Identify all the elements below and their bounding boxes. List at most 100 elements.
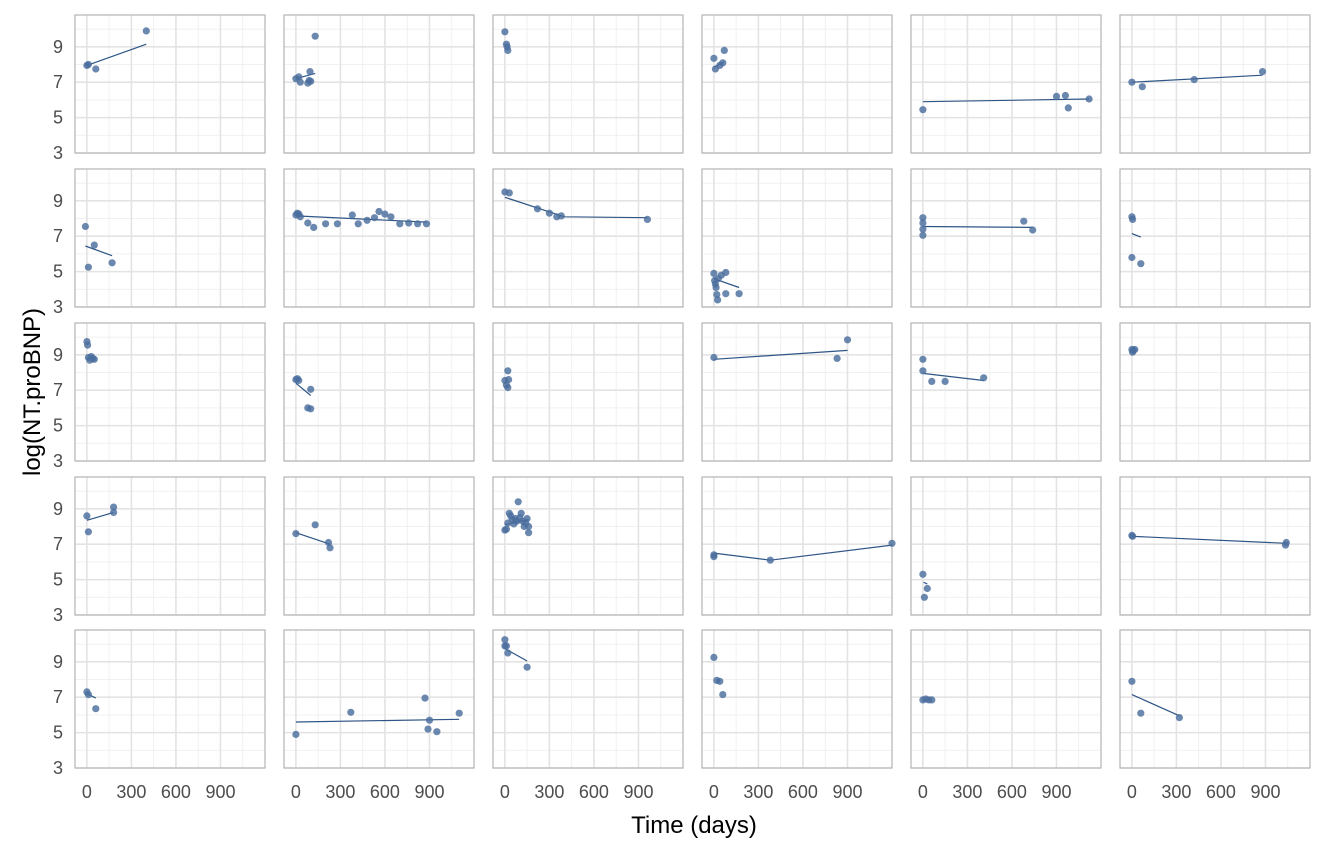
facet-panel — [492, 476, 684, 616]
data-point — [84, 60, 92, 69]
data-point — [375, 207, 383, 216]
facet-panel — [910, 168, 1102, 308]
facet-panel — [701, 322, 893, 462]
data-point — [108, 259, 116, 267]
panel-border — [492, 476, 684, 616]
data-point — [310, 223, 318, 231]
data-point — [84, 691, 92, 699]
data-point — [1129, 215, 1137, 223]
facet-panel — [701, 14, 893, 154]
data-point — [1175, 714, 1183, 722]
data-point — [843, 336, 852, 344]
data-point — [1128, 677, 1136, 685]
facet-panel — [74, 322, 266, 462]
panel-background — [74, 629, 266, 769]
data-point — [919, 355, 927, 363]
panel-border — [283, 322, 475, 462]
data-point — [296, 213, 304, 221]
x-tick-label: 300 — [743, 782, 773, 802]
data-point — [980, 374, 988, 382]
data-point — [504, 649, 512, 657]
x-tick-label: 300 — [952, 782, 982, 802]
panel-background — [910, 14, 1102, 154]
panel-border — [74, 14, 266, 154]
y-tick-label: 5 — [53, 416, 63, 436]
facet-panel — [910, 629, 1102, 769]
panel-border — [492, 168, 684, 308]
panel-background — [701, 476, 893, 616]
y-tick-label: 3 — [53, 297, 63, 317]
data-point — [501, 636, 509, 644]
x-tick-label: 300 — [534, 782, 564, 802]
panel-border — [1119, 476, 1311, 616]
fit-line — [295, 532, 331, 545]
panel-border — [701, 322, 893, 462]
data-point — [1085, 95, 1093, 103]
panel-background — [492, 168, 684, 308]
y-tick-label: 5 — [53, 723, 63, 743]
data-point — [710, 269, 718, 277]
x-tick-label: 0 — [918, 782, 928, 802]
data-point — [370, 214, 379, 222]
data-point — [307, 77, 315, 85]
fit-line — [713, 349, 848, 360]
facet-panel — [1119, 322, 1311, 462]
fit-line — [922, 98, 1090, 103]
data-point — [292, 530, 300, 538]
data-point — [295, 376, 303, 385]
data-point — [425, 716, 434, 724]
data-point — [84, 263, 92, 271]
data-point — [1128, 78, 1136, 86]
x-tick-label: 600 — [788, 782, 818, 802]
panel-background — [910, 476, 1102, 616]
x-tick-label: 0 — [709, 782, 719, 802]
panel-background — [1119, 322, 1311, 462]
y-tick-label: 9 — [53, 652, 63, 672]
panel-border — [283, 629, 475, 769]
panel-border — [910, 14, 1102, 154]
y-tick-label: 9 — [53, 191, 63, 211]
facet-panel — [1119, 629, 1311, 769]
data-point — [381, 210, 389, 218]
panel-border — [701, 168, 893, 308]
facet-panel — [74, 168, 266, 308]
facet-panel — [492, 322, 684, 462]
panel-border — [283, 168, 475, 308]
y-tick-label: 7 — [53, 687, 63, 707]
data-point — [1129, 532, 1137, 540]
facet-panel — [910, 14, 1102, 154]
data-point — [919, 225, 927, 233]
panel-border — [701, 14, 893, 154]
panel-background — [492, 476, 684, 616]
panel-border — [492, 14, 684, 154]
x-tick-label: 900 — [205, 782, 235, 802]
panel-background — [283, 629, 475, 769]
x-tick-label: 0 — [500, 782, 510, 802]
data-point — [643, 215, 652, 223]
fit-line — [922, 372, 984, 382]
data-point — [928, 377, 936, 385]
data-point — [557, 212, 565, 220]
y-tick-label: 7 — [53, 72, 63, 92]
data-point — [333, 220, 341, 228]
data-point — [110, 503, 118, 511]
data-point — [292, 730, 300, 739]
facet-panel — [492, 14, 684, 154]
facet-panel — [283, 14, 475, 154]
data-point — [505, 376, 513, 384]
x-tick-label: 600 — [370, 782, 400, 802]
data-point — [347, 708, 355, 716]
data-point — [712, 283, 720, 292]
data-point — [354, 220, 362, 228]
data-point — [326, 544, 334, 552]
data-point — [1137, 260, 1145, 268]
data-point — [90, 355, 98, 363]
y-tick-label: 5 — [53, 570, 63, 590]
data-point — [387, 213, 395, 221]
data-point — [523, 515, 531, 523]
data-point — [142, 27, 150, 35]
data-point — [720, 46, 728, 55]
data-point — [888, 539, 896, 547]
panel-background — [492, 14, 684, 154]
